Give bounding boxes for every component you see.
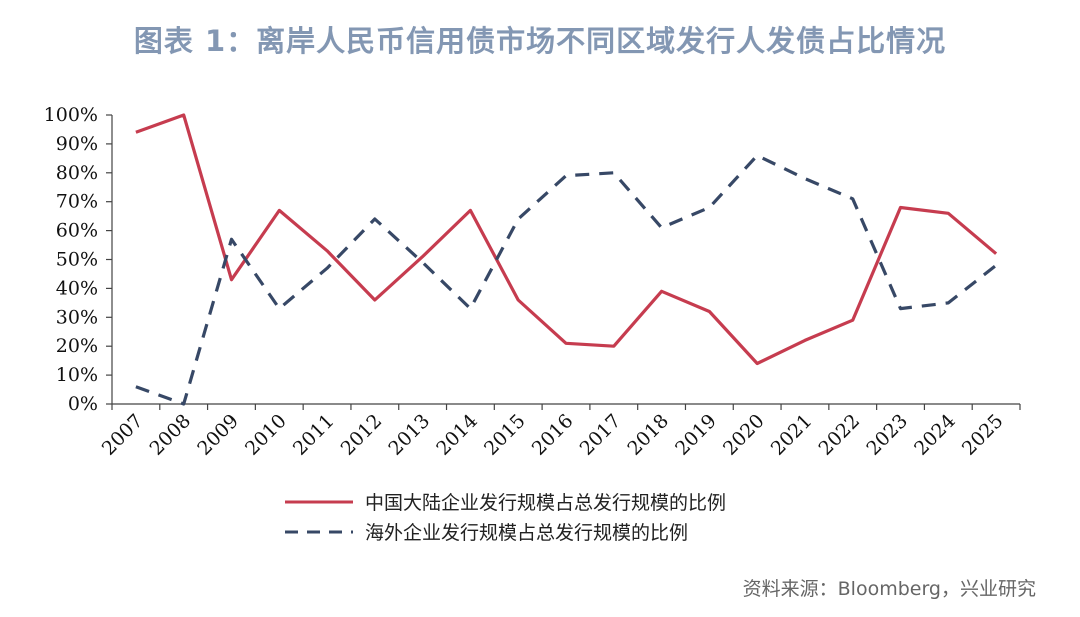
x-tick-label: 2024 [910,410,960,460]
x-tick-label: 2014 [432,410,482,460]
x-tick-label: 2025 [958,410,1008,460]
series-lines [135,113,998,406]
y-tick-label: 60% [56,220,98,242]
y-tick-label: 90% [56,133,98,155]
x-tick-label: 2017 [576,410,626,460]
y-tick-label: 40% [56,277,98,299]
x-tick-label: 2012 [337,410,387,460]
y-tick-label: 100% [44,104,98,126]
x-tick-label: 2016 [528,410,578,460]
x-tick-label: 2013 [384,410,434,460]
y-tick-label: 10% [56,364,98,386]
chart-title: 图表 1：离岸人民币信用债市场不同区域发行人发债占比情况 [133,24,947,58]
series-line-2 [135,153,998,406]
x-axis-ticks: 2007200820092010201120122013201420152016… [98,404,1021,460]
y-axis-ticks: 0% 10% 20% 30% 40% 50% 60% 70% 80% 90% 100% [44,104,112,415]
x-tick-label: 2022 [815,410,865,460]
y-tick-label: 50% [56,249,98,271]
x-tick-label: 2021 [767,410,817,460]
x-tick-label: 2019 [671,410,721,460]
x-tick-label: 2009 [193,410,243,460]
x-tick-label: 2008 [145,410,195,460]
x-tick-label: 2011 [289,410,339,460]
y-tick-label: 20% [56,335,98,357]
x-tick-label: 2023 [862,410,912,460]
x-tick-label: 2020 [719,410,769,460]
x-tick-label: 2018 [623,410,673,460]
legend-item-series-2: 海外企业发行规模占总发行规模的比例 [285,518,688,545]
x-tick-label: 2010 [241,410,291,460]
series-line-1 [135,113,998,366]
legend-label-series-2: 海外企业发行规模占总发行规模的比例 [365,522,689,544]
y-tick-label: 0% [68,393,98,415]
chart-axes [111,115,1020,405]
x-tick-label: 2015 [480,410,530,460]
legend-item-series-1: 中国大陆企业发行规模占总发行规模的比例 [285,488,726,515]
y-tick-label: 30% [56,306,98,328]
legend-swatch-solid [285,500,353,503]
y-tick-label: 80% [56,162,98,184]
source-note: 资料来源：Bloomberg，兴业研究 [742,578,1036,600]
y-tick-label: 70% [56,191,98,213]
legend-label-series-1: 中国大陆企业发行规模占总发行规模的比例 [365,492,727,514]
x-tick-label: 2007 [98,410,148,460]
legend-swatch-dashed [285,530,353,533]
